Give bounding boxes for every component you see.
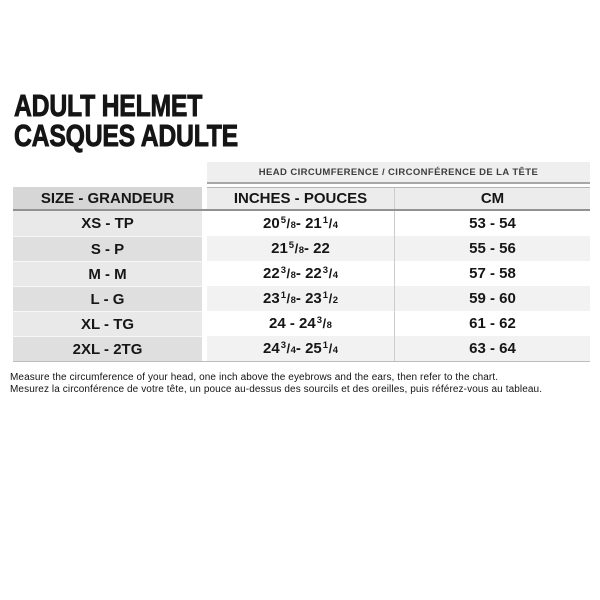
size-table: SIZE - GRANDEUR INCHES - POUCES CM XS - … <box>13 187 590 362</box>
column-header-cm: CM <box>395 187 590 209</box>
column-gap <box>202 211 207 236</box>
measurement-instructions: Measure the circumference of your head, … <box>10 372 542 395</box>
size-cell: 2XL - 2TG <box>13 336 202 361</box>
column-gap <box>202 236 207 261</box>
column-gap <box>202 311 207 336</box>
inches-cell: 22 3/8 - 22 3/4 <box>207 261 394 286</box>
cm-cell: 63 - 64 <box>395 336 590 361</box>
fraction: 5/8 <box>288 240 305 256</box>
column-header-size: SIZE - GRANDEUR <box>13 187 202 209</box>
column-divider <box>394 336 395 361</box>
fraction: 3/4 <box>280 340 296 356</box>
inches-cell: 24 - 24 3/8 <box>207 311 394 336</box>
table-row: L - G 23 1/8 - 23 1/2 59 - 60 <box>13 286 590 311</box>
size-cell: S - P <box>13 236 202 261</box>
table-row: XS - TP 20 5/8 - 21 1/4 53 - 54 <box>13 211 590 236</box>
fraction: 1/4 <box>322 215 338 231</box>
inches-cell: 20 5/8 - 21 1/4 <box>207 211 394 236</box>
table-row: S - P 21 5/8 - 22 55 - 56 <box>13 236 590 261</box>
instruction-fr: Mesurez la circonférence de votre tête, … <box>10 383 543 395</box>
table-row: M - M 22 3/8 - 22 3/4 57 - 58 <box>13 261 590 286</box>
cm-cell: 57 - 58 <box>395 261 590 286</box>
head-circumference-span-header: HEAD CIRCUMFERENCE / CIRCONFÉRENCE DE LA… <box>207 162 590 184</box>
cm-cell: 53 - 54 <box>395 211 590 236</box>
inches-cell: 21 5/8 - 22 <box>207 236 394 261</box>
fraction: 1/4 <box>322 340 338 356</box>
table-row: 2XL - 2TG 24 3/4 - 25 1/4 63 - 64 <box>13 336 590 362</box>
instruction-en: Measure the circumference of your head, … <box>10 372 499 383</box>
size-cell: M - M <box>13 261 202 286</box>
column-divider <box>394 261 395 286</box>
fraction: 3/4 <box>322 265 338 281</box>
column-gap <box>202 187 207 209</box>
fraction: 3/8 <box>280 265 296 281</box>
inches-cell: 23 1/8 - 23 1/2 <box>207 286 394 311</box>
cm-cell: 55 - 56 <box>395 236 590 261</box>
column-gap <box>202 286 207 311</box>
page-title: ADULT HELMET CASQUES ADULTE <box>14 88 239 153</box>
fraction: 1/8 <box>280 290 296 306</box>
fraction: 3/8 <box>316 315 332 331</box>
fraction: 5/8 <box>280 215 296 231</box>
cm-cell: 61 - 62 <box>395 311 590 336</box>
page-title-en: ADULT HELMET <box>14 88 203 123</box>
table-row: XL - TG 24 - 24 3/8 61 - 62 <box>13 311 590 336</box>
size-cell: XS - TP <box>13 211 202 236</box>
size-cell: XL - TG <box>13 311 202 336</box>
inches-cell: 24 3/4 - 25 1/4 <box>207 336 394 361</box>
table-header-row: SIZE - GRANDEUR INCHES - POUCES CM <box>13 187 590 211</box>
column-divider <box>394 211 395 236</box>
column-divider <box>394 311 395 336</box>
column-gap <box>202 336 207 361</box>
cm-cell: 59 - 60 <box>395 286 590 311</box>
size-cell: L - G <box>13 286 202 311</box>
column-header-inches: INCHES - POUCES <box>207 187 394 209</box>
column-divider <box>394 286 395 311</box>
fraction: 1/2 <box>322 290 338 306</box>
page-title-fr: CASQUES ADULTE <box>14 118 239 153</box>
column-gap <box>202 261 207 286</box>
column-divider <box>394 187 395 209</box>
column-divider <box>394 236 395 261</box>
